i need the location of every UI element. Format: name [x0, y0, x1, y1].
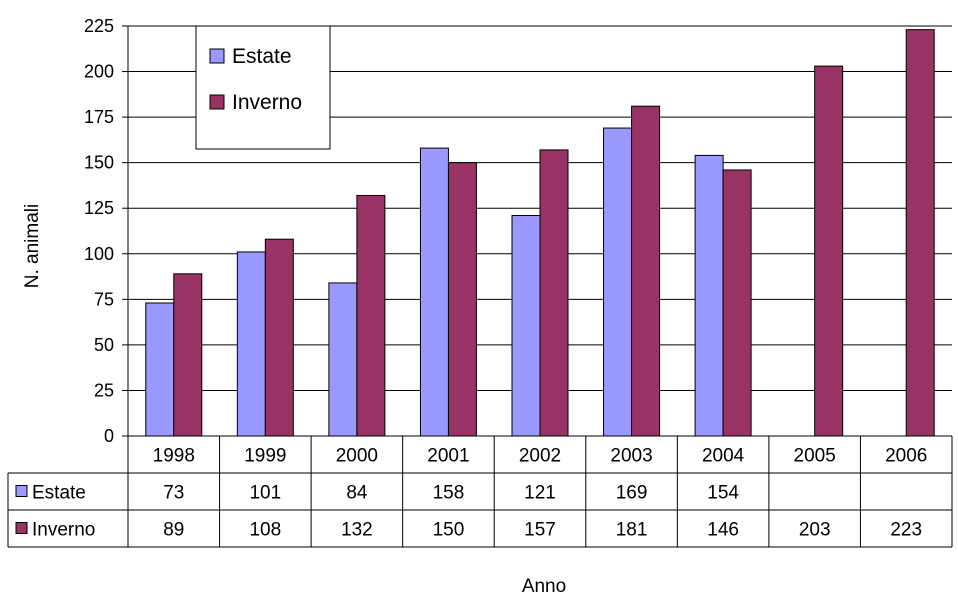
axes	[122, 25, 129, 437]
legend-swatch-inverno	[209, 94, 225, 110]
data-label: 157	[524, 520, 556, 541]
y-tick-label: 125	[84, 198, 114, 218]
x-axis-title: Anno	[522, 576, 566, 597]
legend-label-estate: Estate	[232, 45, 292, 68]
bar-inverno-2003	[631, 105, 661, 437]
bar-estate-1998	[145, 302, 175, 437]
data-label: 108	[249, 520, 281, 541]
legend-swatch-estate	[209, 48, 225, 64]
bar-estate-1999	[236, 251, 266, 437]
y-axis-title: N. animali	[22, 204, 43, 288]
x-tick-label: 2004	[702, 446, 745, 467]
bar-inverno-2004	[722, 169, 752, 437]
bar-inverno-2005	[814, 65, 844, 437]
bar-inverno-2006	[905, 29, 935, 437]
table-series-label: Estate	[32, 483, 86, 504]
bar-estate-2004	[694, 154, 724, 437]
bar-estate-2003	[603, 127, 633, 437]
x-tick-label: 2001	[427, 446, 469, 467]
bar-inverno-1999	[264, 238, 294, 437]
y-tick-label: 50	[94, 335, 114, 355]
data-label: 154	[707, 483, 739, 504]
data-label: 203	[799, 520, 831, 541]
bar-inverno-2000	[356, 194, 386, 437]
bar-inverno-2001	[447, 162, 477, 437]
y-tick-label: 200	[84, 62, 114, 82]
data-table: 1998 1999 2000 2001 2002 2003 2004 2005 2006 Esta…	[7, 435, 953, 548]
x-tick-label: 1998	[153, 446, 195, 467]
x-tick-label: 2002	[519, 446, 561, 467]
y-tick-labels: 0 25 50 75 100 125 150 175 200 225	[84, 16, 114, 446]
data-label: 101	[249, 483, 281, 504]
y-tick-label: 100	[84, 244, 114, 264]
x-tick-label: 2006	[885, 446, 927, 467]
x-tick-label: 2000	[336, 446, 378, 467]
y-tick-label: 75	[94, 289, 114, 309]
data-label: 84	[346, 483, 368, 504]
legend: Estate Inverno	[195, 25, 331, 150]
x-tick-label: 1999	[244, 446, 286, 467]
x-tick-label: 2005	[794, 446, 836, 467]
data-label: 181	[616, 520, 648, 541]
table-key-estate	[15, 485, 28, 497]
data-label: 150	[433, 520, 465, 541]
x-tick-label: 2003	[610, 446, 652, 467]
y-tick-label: 175	[84, 107, 114, 127]
data-label: 132	[341, 520, 373, 541]
bar-inverno-2002	[539, 149, 569, 437]
bar-estate-2001	[419, 147, 449, 437]
data-label: 73	[163, 483, 184, 504]
data-label: 121	[524, 483, 556, 504]
data-label: 89	[163, 520, 184, 541]
legend-label-inverno: Inverno	[232, 91, 302, 114]
bar-inverno-1998	[173, 273, 203, 437]
bar-estate-2000	[328, 282, 358, 437]
data-label: 158	[433, 483, 465, 504]
y-tick-label: 225	[84, 16, 114, 36]
data-label: 146	[707, 520, 739, 541]
y-tick-label: 25	[94, 380, 114, 400]
y-tick-label: 0	[104, 426, 114, 446]
bar-estate-2002	[511, 215, 541, 437]
data-label: 223	[890, 520, 922, 541]
table-key-inverno	[15, 522, 28, 534]
table-series-label: Inverno	[32, 520, 95, 541]
data-label: 169	[616, 483, 648, 504]
y-tick-label: 150	[84, 153, 114, 173]
bars	[145, 29, 935, 437]
legend-box	[195, 25, 331, 150]
